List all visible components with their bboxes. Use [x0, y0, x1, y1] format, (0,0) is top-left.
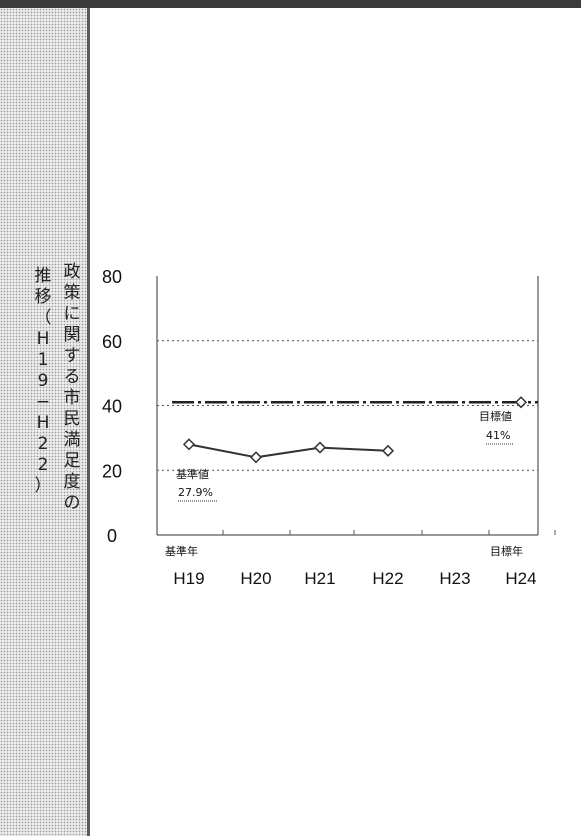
x-tick-label-H23: H23	[439, 569, 470, 588]
side-label-line2-char: （	[34, 308, 52, 328]
target-year-label: 目標年	[490, 544, 523, 558]
x-tick-label-H22: H22	[372, 569, 403, 588]
side-label-line1-char: 度	[63, 472, 81, 492]
side-label-line1-char: す	[63, 346, 81, 366]
base-value-label: 基準値	[176, 467, 209, 481]
data-point-H22	[381, 444, 395, 457]
y-tick-label-20: 20	[102, 461, 122, 481]
y-tick-label-40: 40	[102, 397, 122, 417]
side-label-line2-char: −	[35, 392, 51, 412]
side-label-line1: 政策に関する市民満足度の	[62, 262, 82, 514]
base-year-label: 基準年	[165, 544, 198, 558]
side-label-line2-char: ）	[34, 476, 52, 496]
side-label-line1-char: 足	[63, 451, 81, 471]
side-panel	[0, 8, 90, 836]
data-point-H20	[249, 451, 263, 464]
target-value-label: 目標値	[479, 409, 512, 423]
side-label-line1-char: の	[63, 493, 81, 513]
x-tick-label-H19: H19	[173, 569, 204, 588]
side-label-line1-char: 政	[63, 262, 81, 282]
base-value: 27.9%	[178, 486, 213, 499]
y-tick-label-0: 0	[107, 526, 117, 546]
side-label-line2-char: 9	[37, 371, 49, 391]
side-label-line1-char: に	[63, 304, 81, 324]
data-point-H21	[313, 441, 327, 454]
side-label-line2-char: H	[36, 329, 50, 349]
side-label-line2-char: 移	[34, 287, 52, 307]
side-label-line2-char: 2	[37, 434, 49, 454]
x-tick-label-H24: H24	[505, 569, 536, 588]
side-label-line2-char: 推	[34, 266, 52, 286]
side-label-line1-char: る	[63, 367, 81, 387]
side-label-line1-char: 市	[63, 388, 81, 408]
side-label-line2-char: H	[36, 413, 50, 433]
side-label-line1-char: 民	[63, 409, 81, 429]
x-tick-label-H21: H21	[304, 569, 335, 588]
side-label-line2: 推移（H 1 9− H 2 2）	[33, 266, 53, 497]
x-tick-label-H20: H20	[240, 569, 271, 588]
y-tick-label-80: 80	[102, 267, 122, 287]
top-frame-border	[0, 0, 581, 8]
data-point-H19	[182, 438, 196, 451]
side-label-line2-char: 2	[37, 455, 49, 475]
data-point-H24	[514, 396, 528, 409]
series-line	[188, 443, 389, 459]
side-label-line1-char: 策	[63, 283, 81, 303]
target-value: 41%	[486, 429, 510, 442]
side-label-line1-char: 満	[63, 430, 81, 450]
side-label-line1-char: 関	[63, 325, 81, 345]
y-tick-label-60: 60	[102, 332, 122, 352]
side-label-line2-char: 1	[37, 350, 49, 370]
